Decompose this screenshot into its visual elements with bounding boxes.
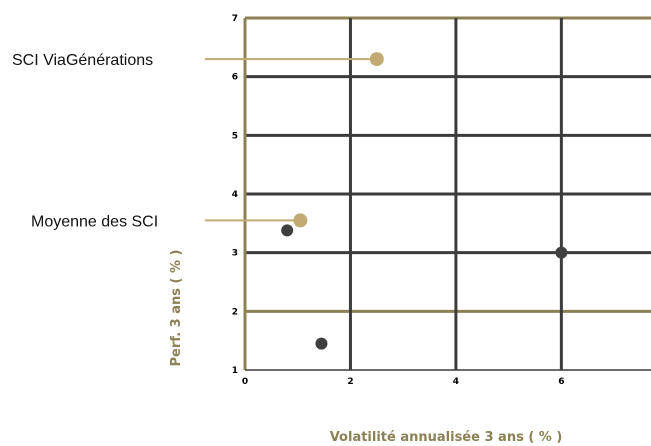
y-tick-label-4: 4 [232, 190, 238, 200]
grid [243, 16, 651, 371]
y-tick-label-5: 5 [232, 131, 238, 141]
x-tick-label-6: 6 [558, 377, 564, 387]
peer-point-1 [281, 224, 294, 237]
callout-label-1: SCI ViaGénérations [12, 52, 153, 69]
peer-point-3 [555, 246, 568, 259]
x-tick-label-0: 0 [242, 377, 248, 387]
tick-labels: 1 2 3 4 5 6 7 0 2 4 6 [232, 14, 565, 387]
x-tick-label-2: 2 [347, 377, 353, 387]
peer-point-2 [315, 337, 328, 350]
y-axis-title: Perf. 3 ans ( % ) [169, 250, 184, 367]
callout-label-2: Moyenne des SCI [31, 213, 158, 230]
y-tick-label-6: 6 [232, 73, 238, 83]
y-tick-label-2: 2 [232, 307, 238, 317]
y-tick-label-3: 3 [232, 249, 238, 259]
y-tick-label-1: 1 [232, 366, 238, 376]
callouts: SCI ViaGénérations Moyenne des SCI [12, 52, 377, 230]
x-axis-title: Volatilité annualisée 3 ans ( % ) [330, 430, 563, 445]
data-points [281, 52, 568, 350]
x-tick-label-4: 4 [453, 377, 459, 387]
y-tick-label-7: 7 [232, 14, 238, 24]
